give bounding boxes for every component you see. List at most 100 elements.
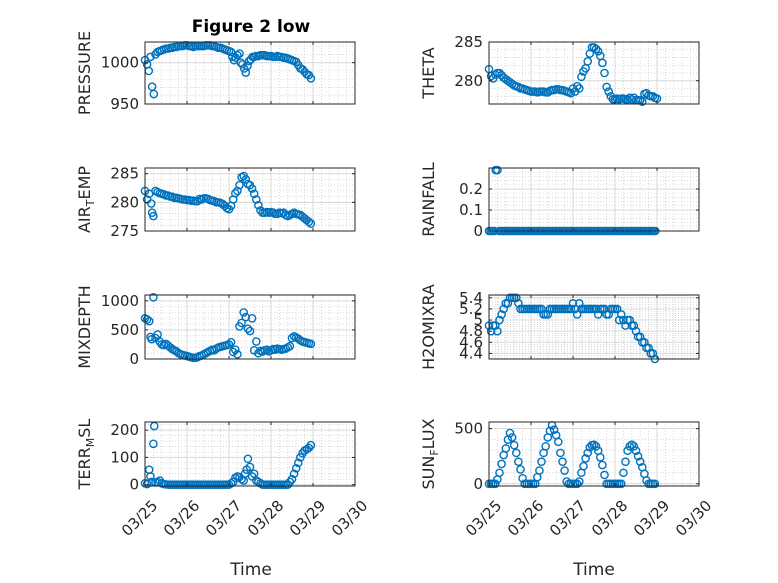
data-point <box>631 326 641 336</box>
panel-air_temp: 275 280 285 AIRTEMP <box>75 165 356 240</box>
data-point <box>224 340 234 349</box>
data-point <box>512 448 521 458</box>
y-tick-label: 4.6 <box>459 333 483 351</box>
y-axis-label: RAINFALL <box>419 162 438 237</box>
data-point <box>233 50 242 60</box>
data-point <box>142 315 152 324</box>
data-point <box>287 474 297 484</box>
data-point <box>247 313 257 323</box>
data-point <box>572 479 582 489</box>
plot-area <box>489 422 699 486</box>
x-tick-label: 03/30 <box>672 497 715 540</box>
data-point <box>598 460 607 470</box>
y-tick-label: 1000 <box>101 292 139 310</box>
y-axis-label: MIXDEPTH <box>75 285 94 368</box>
figure-title: Figure 2 low <box>192 17 311 37</box>
y-axis-label: PRESSURE <box>75 31 94 115</box>
data-point <box>593 310 603 319</box>
data-point <box>245 326 255 336</box>
data-point <box>296 453 305 462</box>
y-tick-label: 4.8 <box>459 322 483 340</box>
data-point <box>516 465 525 474</box>
data-point <box>226 478 236 488</box>
data-point <box>149 439 158 449</box>
data-point <box>146 472 155 481</box>
data-point <box>490 70 500 79</box>
x-tick-label: 03/29 <box>630 497 673 540</box>
axes-box <box>488 41 700 105</box>
data-point <box>612 304 622 314</box>
data-point <box>304 217 314 227</box>
data-point <box>629 321 639 330</box>
data-point <box>537 457 546 467</box>
data-point <box>505 428 515 438</box>
data-point <box>566 88 576 98</box>
data-point <box>549 425 559 435</box>
y-tick-label: 0.1 <box>459 201 483 219</box>
y-axis-label: THETA <box>419 47 438 99</box>
data-point <box>149 293 158 302</box>
data-point <box>560 466 569 475</box>
data-point <box>146 52 155 62</box>
data-point <box>306 339 316 349</box>
axes-box <box>144 294 356 360</box>
axes-box <box>144 421 356 487</box>
data-point <box>509 440 519 450</box>
data-point <box>149 211 158 221</box>
data-point <box>633 451 643 461</box>
data-point <box>228 347 238 357</box>
data-point <box>262 345 272 354</box>
data-point <box>625 441 635 451</box>
data-point <box>514 457 523 467</box>
y-axis-label: H2OMIXRA <box>419 284 438 370</box>
data-point <box>249 189 259 199</box>
x-axis-label-right: Time <box>572 560 615 580</box>
data-point <box>566 304 576 314</box>
data-point <box>233 350 242 359</box>
data-point <box>545 426 555 436</box>
data-point <box>230 188 240 198</box>
data-point <box>235 180 244 190</box>
x-tick-label: 03/28 <box>588 497 631 540</box>
data-point <box>495 468 504 478</box>
data-point <box>144 316 154 326</box>
data-point <box>627 95 637 104</box>
axes-box <box>488 294 700 360</box>
data-point <box>241 312 251 322</box>
x-tick-label: 03/26 <box>160 497 203 540</box>
data-point <box>629 441 639 451</box>
data-point <box>572 81 582 91</box>
data-point <box>604 310 614 319</box>
data-point <box>230 345 240 354</box>
data-point <box>514 299 523 308</box>
data-point <box>501 444 511 453</box>
data-point <box>570 304 580 314</box>
data-point <box>254 200 263 210</box>
data-point <box>285 341 295 351</box>
y-tick-label: 285 <box>110 165 139 183</box>
data-point <box>149 89 159 99</box>
data-point <box>512 293 521 303</box>
data-point <box>631 446 641 455</box>
data-point <box>493 326 502 336</box>
x-axis-label-left: Time <box>229 560 272 580</box>
y-axis-label: SUNFLUX <box>419 418 441 489</box>
data-point <box>621 321 630 330</box>
data-point <box>635 332 645 342</box>
data-point <box>298 64 307 74</box>
data-point <box>593 47 603 56</box>
data-point <box>617 479 626 489</box>
data-point <box>507 433 517 442</box>
data-point <box>604 87 614 96</box>
data-point <box>625 315 635 325</box>
x-tick-label: 03/28 <box>244 497 287 540</box>
y-axis-label: TERRMSL <box>75 419 97 491</box>
data-point <box>146 199 156 208</box>
data-point <box>621 457 630 467</box>
data-point <box>291 463 301 473</box>
y-tick-label: 500 <box>454 420 483 438</box>
panel-pressure: 950 1000 PRESSURE <box>75 31 356 115</box>
data-point <box>306 440 316 450</box>
